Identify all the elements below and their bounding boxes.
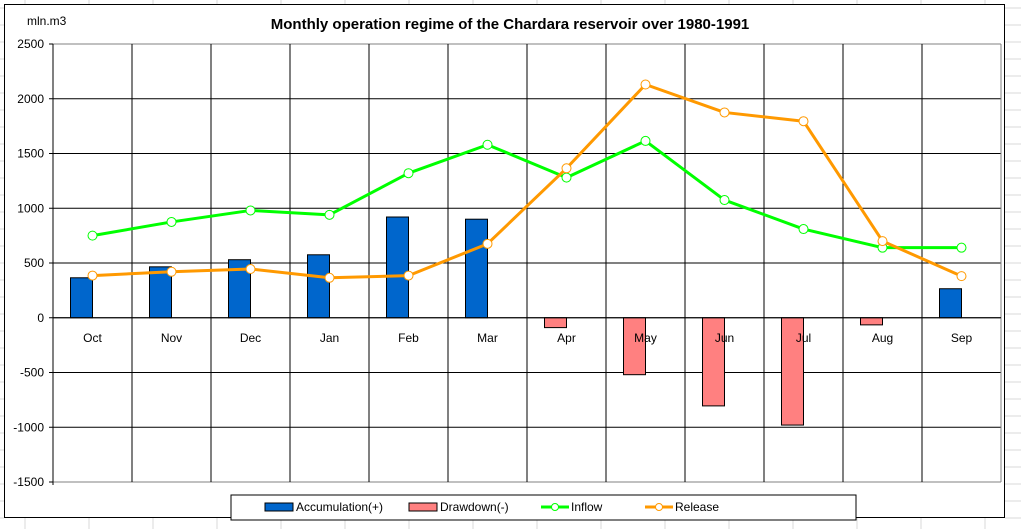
release-point-nov <box>166 266 177 277</box>
release-point-sep <box>956 271 967 282</box>
release-point-dec <box>245 264 256 275</box>
drawdown-bar-aug <box>860 317 883 326</box>
legend-label: Accumulation(+) <box>296 500 383 514</box>
release-point-jan <box>324 272 335 283</box>
release-point-jun <box>719 107 730 118</box>
y-tick-label: 0 <box>37 311 44 325</box>
chart-title: Monthly operation regime of the Chardara… <box>271 16 750 33</box>
inflow-point-nov <box>166 216 177 227</box>
legend-marker-inflow <box>551 503 559 511</box>
legend-swatch-drawdown <box>408 502 438 512</box>
release-point-may <box>640 79 651 90</box>
y-tick-label: -500 <box>20 366 44 380</box>
legend-swatch-accumulation <box>264 502 294 512</box>
x-tick-label-mar: Mar <box>477 331 498 345</box>
x-tick-label-jan: Jan <box>320 331 339 345</box>
x-tick-label-dec: Dec <box>240 331 261 345</box>
chart-area[interactable] <box>4 4 1005 518</box>
inflow-point-jul <box>798 224 809 235</box>
inflow-line <box>92 139 962 250</box>
legend-label: Release <box>675 500 719 514</box>
y-tick-label: 500 <box>24 256 44 270</box>
inflow-point-apr <box>561 172 572 183</box>
plot-area: 2500 2000 1500 1000 500 0 -500 -1000 -1500 Oct Nov… <box>13 37 1002 489</box>
release-point-apr <box>561 163 572 174</box>
y-tick-label: 1500 <box>17 147 44 161</box>
legend-label: Drawdown(-) <box>440 500 509 514</box>
accumulation-bar-mar <box>465 218 488 319</box>
y-tick-label: 2500 <box>17 37 44 51</box>
x-tick-label-aug: Aug <box>872 331 893 345</box>
x-tick-label-may: May <box>634 331 657 345</box>
x-tick-label-jun: Jun <box>715 331 734 345</box>
y-tick-label: -1500 <box>13 475 44 489</box>
inflow-point-jan <box>324 209 335 220</box>
release-point-oct <box>87 270 98 281</box>
inflow-point-may <box>640 135 651 146</box>
accumulation-bar-feb <box>386 216 409 319</box>
legend[interactable]: Accumulation(+) Drawdown(-) Inflow Release <box>230 494 857 521</box>
legend-label: Inflow <box>571 500 603 514</box>
x-tick-label-jul: Jul <box>796 331 811 345</box>
accumulation-bar-oct <box>70 277 93 319</box>
x-tick-label-oct: Oct <box>83 331 102 345</box>
drawdown-bar-apr <box>544 317 567 329</box>
accumulation-bar-jan <box>307 254 330 319</box>
inflow-point-dec <box>245 205 256 216</box>
accumulation-bar-sep <box>939 288 962 319</box>
y-tick-label: -1000 <box>13 420 44 434</box>
y-tick-label: 2000 <box>17 92 44 106</box>
inflow-point-sep <box>956 242 967 253</box>
release-line <box>92 83 963 280</box>
y-axis-unit-label: mln.m3 <box>27 14 67 28</box>
inflow-point-jun <box>719 195 730 206</box>
x-tick-label-sep: Sep <box>951 331 973 345</box>
release-point-aug <box>877 236 888 247</box>
x-tick-label-feb: Feb <box>398 331 419 345</box>
release-point-jul <box>798 116 809 127</box>
inflow-point-oct <box>87 230 98 241</box>
y-tick-label: 1000 <box>17 201 44 215</box>
legend-marker-release <box>655 503 663 511</box>
release-point-mar <box>482 238 493 249</box>
inflow-point-feb <box>403 168 414 179</box>
drawdown-bar-may <box>623 317 646 376</box>
release-point-feb <box>403 270 414 281</box>
inflow-point-mar <box>482 139 493 150</box>
x-tick-label-nov: Nov <box>161 331 182 345</box>
x-tick-label-apr: Apr <box>557 331 576 345</box>
